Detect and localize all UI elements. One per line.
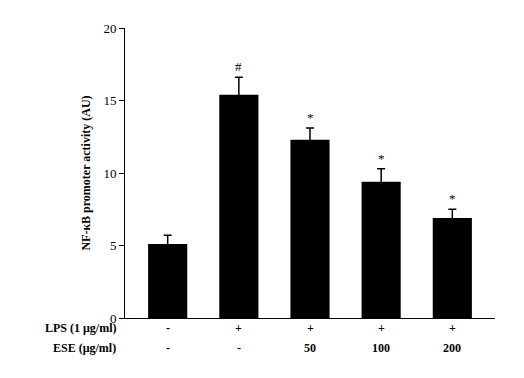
svg-text:LPS (1 μg/ml): LPS (1 μg/ml) — [45, 321, 116, 335]
svg-text:10: 10 — [103, 166, 116, 181]
svg-text:+: + — [449, 321, 456, 335]
svg-text:+: + — [307, 321, 314, 335]
svg-text:-: - — [166, 321, 170, 335]
svg-text:+: + — [235, 321, 242, 335]
svg-text:-: - — [237, 341, 241, 355]
svg-text:*: * — [378, 151, 385, 166]
svg-text:15: 15 — [103, 93, 116, 108]
svg-text:+: + — [378, 321, 385, 335]
svg-text:0: 0 — [110, 311, 117, 326]
svg-text:*: * — [307, 110, 314, 125]
svg-text:20: 20 — [103, 21, 116, 36]
svg-text:NF-κB promoter activity (AU): NF-κB promoter activity (AU) — [79, 95, 93, 250]
svg-text:*: * — [449, 191, 456, 206]
svg-text:#: # — [235, 59, 242, 74]
svg-text:200: 200 — [443, 341, 461, 355]
svg-text:-: - — [166, 341, 170, 355]
svg-text:ESE (μg/ml): ESE (μg/ml) — [53, 341, 116, 355]
svg-text:5: 5 — [110, 238, 117, 253]
svg-text:100: 100 — [372, 341, 390, 355]
svg-text:50: 50 — [304, 341, 316, 355]
